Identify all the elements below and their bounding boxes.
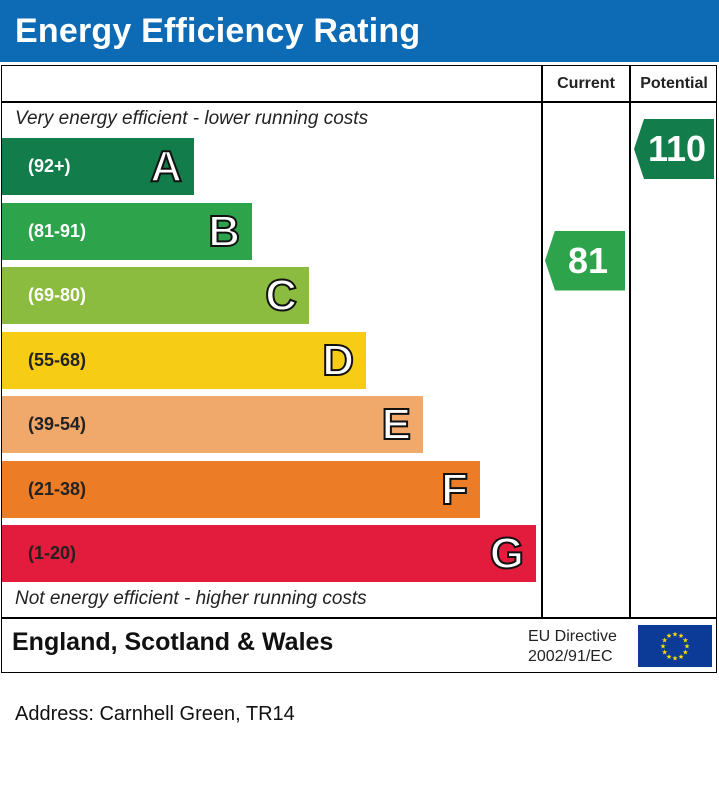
potential-rating-arrow-value: 110	[647, 128, 707, 169]
rating-range-label: (81-91)	[28, 220, 87, 241]
rating-range-label: (55-68)	[28, 349, 87, 370]
page-title: Energy Efficiency Rating	[15, 12, 421, 50]
eu-flag-icon: ★ ★ ★ ★ ★ ★ ★ ★ ★ ★ ★ ★	[638, 625, 712, 667]
eu-star-icon: ★	[682, 649, 688, 657]
eu-star-icon: ★	[678, 632, 684, 640]
rating-bar-e: (39-54) E	[2, 396, 423, 453]
rating-letter: G	[489, 528, 525, 579]
address-text: Address: Carnhell Green, TR14	[15, 703, 295, 725]
directive-line2: 2002/91/EC	[528, 648, 613, 665]
rating-letter: A	[149, 141, 183, 192]
divider-current	[541, 65, 543, 618]
rating-letter: E	[381, 399, 412, 450]
rating-letter: D	[321, 335, 355, 386]
rating-bar-g: (1-20) G	[2, 525, 536, 582]
header-bar: Energy Efficiency Rating	[0, 0, 719, 62]
rating-bar-a: (92+) A	[2, 138, 194, 195]
rating-bar-c: (69-80) C	[2, 267, 309, 324]
rating-range-label: (1-20)	[28, 543, 77, 563]
rating-frame	[1, 65, 717, 673]
rating-range-label: (92+)	[28, 156, 71, 176]
rating-range-label: (69-80)	[28, 285, 87, 305]
rating-range-label: (39-54)	[28, 414, 87, 434]
eu-star-icon: ★	[666, 653, 672, 661]
eu-star-icon: ★	[678, 653, 684, 661]
eu-directive: EU Directive 2002/91/EC	[528, 627, 617, 667]
eu-star-icon: ★	[672, 655, 678, 663]
eu-star-icon: ★	[666, 632, 672, 640]
rating-letter: B	[207, 206, 241, 257]
eu-star-icon: ★	[661, 649, 667, 657]
eu-star-icon: ★	[661, 637, 667, 645]
rating-bar-d: (55-68) D	[2, 331, 366, 389]
rating-range-label: (21-38)	[28, 478, 87, 499]
potential-rating-arrow: 110	[634, 119, 714, 179]
bottom-note: Not energy efficient - higher running co…	[15, 588, 367, 609]
rating-bar-f: (21-38) F	[2, 460, 480, 518]
divider-potential	[629, 65, 631, 618]
eu-star-icon: ★	[684, 643, 690, 651]
current-column-header: Current	[557, 75, 615, 92]
rating-letter: C	[264, 270, 298, 321]
eu-star-icon: ★	[672, 631, 678, 639]
rating-letter: F	[440, 464, 469, 515]
directive-line1: EU Directive	[528, 628, 617, 645]
divider-header	[1, 101, 717, 103]
eu-star-icon: ★	[660, 643, 666, 651]
top-note: Very energy efficient - lower running co…	[15, 108, 369, 129]
potential-column-header: Potential	[640, 75, 708, 92]
current-rating-arrow: 81	[545, 230, 625, 291]
region-label: England, Scotland & Wales	[12, 628, 334, 656]
eu-star-icon: ★	[682, 637, 688, 645]
rating-bar-b: (81-91) B	[2, 202, 252, 260]
divider-footer	[1, 617, 717, 619]
current-rating-arrow-value: 81	[567, 239, 609, 281]
